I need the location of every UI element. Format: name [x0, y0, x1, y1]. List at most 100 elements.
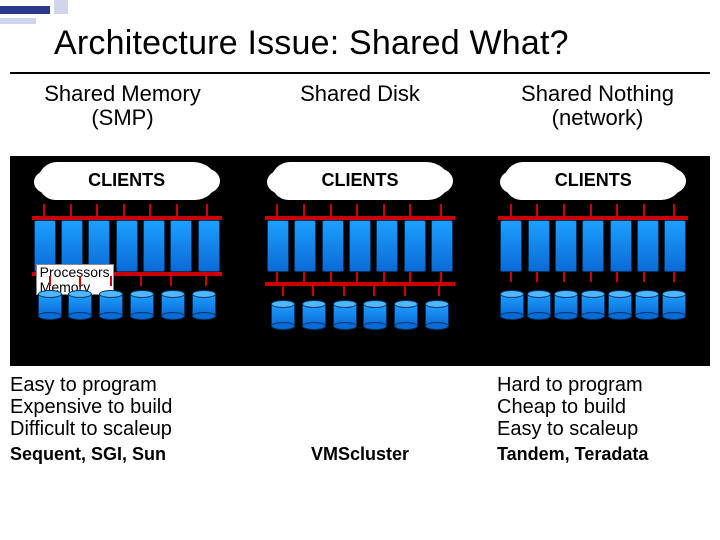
note-line: Easy to program — [10, 374, 235, 396]
connector-stub — [373, 286, 375, 296]
connector-stub — [110, 276, 112, 286]
clients-label: CLIENTS — [265, 170, 455, 191]
connector-stub — [330, 272, 332, 282]
arch-smp: CLIENTS Processors Memory — [27, 162, 227, 360]
clients-label: CLIENTS — [32, 170, 222, 191]
connector-stub — [673, 272, 675, 282]
note-line: Expensive to build — [10, 396, 235, 418]
connector-tick — [70, 204, 72, 216]
processor-block — [637, 220, 659, 272]
connector-stub — [343, 286, 345, 296]
disk-cylinder — [662, 290, 686, 320]
connector-tick — [536, 204, 538, 216]
col-head-nothing: Shared Nothing (network) — [485, 82, 710, 130]
column-headers: Shared Memory (SMP) Shared Disk Shared N… — [10, 82, 710, 130]
connector-stub — [643, 272, 645, 282]
connector-stub — [563, 272, 565, 282]
disk-cylinder — [635, 290, 659, 320]
connector-stub — [409, 272, 411, 282]
connector-tick — [563, 204, 565, 216]
connector-tick — [409, 204, 411, 216]
processor-block — [267, 220, 289, 272]
processor-block — [528, 220, 550, 272]
arch-shared-nothing: CLIENTS — [493, 162, 693, 360]
disk-cylinder — [554, 290, 578, 320]
disk-cylinder — [302, 300, 326, 330]
processor-block — [582, 220, 604, 272]
notes-middle: VMScluster — [248, 374, 473, 465]
col-head-line: Shared Disk — [248, 82, 473, 106]
disk-cylinder — [333, 300, 357, 330]
connector-stub — [276, 272, 278, 282]
processor-block — [116, 220, 138, 272]
processor-block — [431, 220, 453, 272]
connector-stub — [438, 286, 440, 296]
disk-cylinder — [38, 290, 62, 320]
connector-stub — [205, 276, 207, 286]
col-head-disk: Shared Disk — [248, 82, 473, 130]
examples-right: Tandem, Teradata — [497, 444, 710, 465]
disk-cylinder — [527, 290, 551, 320]
connector-tick — [43, 204, 45, 216]
disk-cylinder — [363, 300, 387, 330]
connector-stub — [170, 276, 172, 286]
connector-tick — [643, 204, 645, 216]
processor-block — [322, 220, 344, 272]
connector-stub — [49, 276, 51, 286]
title-rule — [10, 72, 710, 74]
processor-block — [610, 220, 632, 272]
disk-cylinder — [271, 300, 295, 330]
connector-tick — [440, 204, 442, 216]
processor-block — [170, 220, 192, 272]
disk-cylinder — [99, 290, 123, 320]
disk-cylinder — [192, 290, 216, 320]
connector-tick — [590, 204, 592, 216]
notes-left: Easy to program Expensive to build Diffi… — [10, 374, 235, 465]
disk-cylinder — [394, 300, 418, 330]
connector-stub — [140, 276, 142, 286]
col-head-line: Shared Nothing — [485, 82, 710, 106]
connector-tick — [330, 204, 332, 216]
processor-block — [555, 220, 577, 272]
connector-stub — [616, 272, 618, 282]
disk-cylinder — [608, 290, 632, 320]
col-head-smp: Shared Memory (SMP) — [10, 82, 235, 130]
connector-stub — [303, 272, 305, 282]
connector-stub — [282, 286, 284, 296]
col-head-line: (network) — [485, 106, 710, 130]
bottom-notes: Easy to program Expensive to build Diffi… — [10, 374, 710, 465]
connector-stub — [440, 272, 442, 282]
connector-tick — [149, 204, 151, 216]
processor-block — [294, 220, 316, 272]
connector-stub — [79, 276, 81, 286]
connector-tick — [123, 204, 125, 216]
connector-stub — [356, 272, 358, 282]
note-line: Cheap to build — [497, 396, 710, 418]
processor-block — [500, 220, 522, 272]
connector-tick — [96, 204, 98, 216]
connector-stub — [404, 286, 406, 296]
disk-cylinder — [68, 290, 92, 320]
clients-label: CLIENTS — [498, 170, 688, 191]
processor-block — [404, 220, 426, 272]
connector-tick — [206, 204, 208, 216]
disk-cylinder — [425, 300, 449, 330]
connector-stub — [312, 286, 314, 296]
disk-cylinder — [500, 290, 524, 320]
examples-middle: VMScluster — [248, 444, 473, 465]
connector-tick — [383, 204, 385, 216]
connector-tick — [356, 204, 358, 216]
arch-shared-disk: CLIENTS — [260, 162, 460, 360]
connector-stub — [510, 272, 512, 282]
connector-tick — [673, 204, 675, 216]
col-head-line: (SMP) — [10, 106, 235, 130]
processor-block — [143, 220, 165, 272]
note-line: Easy to scaleup — [497, 418, 710, 440]
processor-block — [664, 220, 686, 272]
disk-cylinder — [581, 290, 605, 320]
note-line: Hard to program — [497, 374, 710, 396]
connector-tick — [276, 204, 278, 216]
connector-tick — [510, 204, 512, 216]
col-head-line: Shared Memory — [10, 82, 235, 106]
processor-block — [198, 220, 220, 272]
